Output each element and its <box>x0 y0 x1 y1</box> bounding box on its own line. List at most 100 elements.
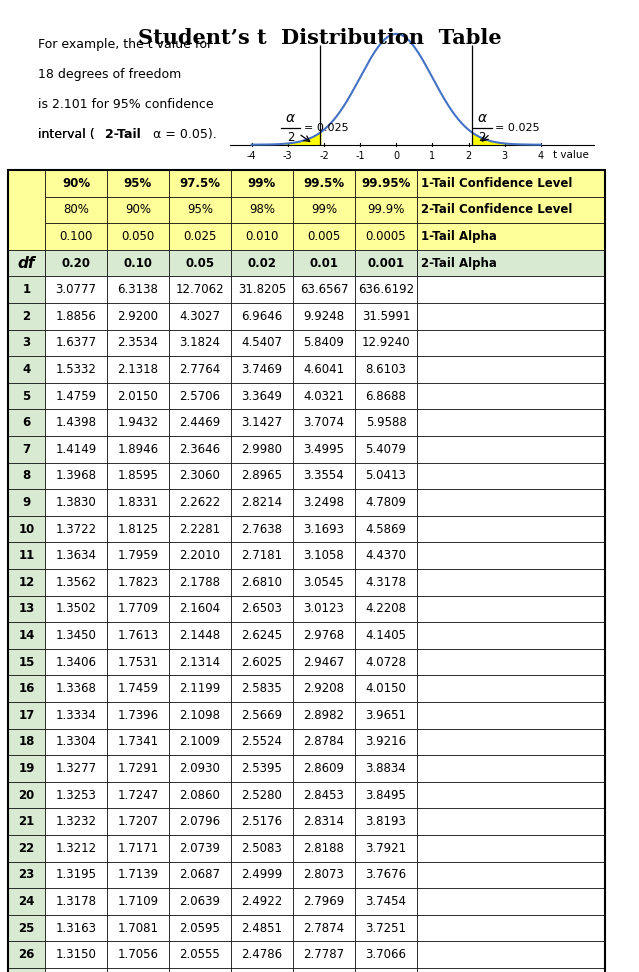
Text: 1.7291: 1.7291 <box>118 762 158 775</box>
Text: 3.4995: 3.4995 <box>304 443 344 456</box>
Text: 1.7109: 1.7109 <box>118 895 158 908</box>
Text: 1.3232: 1.3232 <box>56 816 96 828</box>
Text: 1.8595: 1.8595 <box>118 469 158 482</box>
Text: 1.8946: 1.8946 <box>118 443 158 456</box>
Text: 2.0595: 2.0595 <box>180 921 220 935</box>
Text: 5: 5 <box>22 390 31 402</box>
Text: -4: -4 <box>247 151 256 160</box>
Text: 95%: 95% <box>187 203 213 217</box>
Text: = 0.025: = 0.025 <box>495 123 539 133</box>
Text: 2.8453: 2.8453 <box>304 788 344 802</box>
Text: 3.7454: 3.7454 <box>366 895 406 908</box>
Text: 90%: 90% <box>62 177 90 190</box>
Text: 0.025: 0.025 <box>183 230 217 243</box>
Text: 2.8609: 2.8609 <box>304 762 344 775</box>
Text: 2.5280: 2.5280 <box>242 788 282 802</box>
Text: 22: 22 <box>19 842 35 854</box>
Text: 2-Tail Confidence Level: 2-Tail Confidence Level <box>421 203 572 217</box>
Text: 14: 14 <box>19 629 35 642</box>
Text: 2: 2 <box>287 131 295 145</box>
Text: 6: 6 <box>22 416 31 430</box>
Text: 0.10: 0.10 <box>123 257 153 269</box>
Text: 2.4851: 2.4851 <box>242 921 282 935</box>
Text: 3.7921: 3.7921 <box>366 842 406 854</box>
Text: 2: 2 <box>479 131 486 145</box>
Text: 1.3968: 1.3968 <box>56 469 96 482</box>
Text: 3.7251: 3.7251 <box>366 921 406 935</box>
Text: 11: 11 <box>19 549 35 562</box>
Text: 1.5332: 1.5332 <box>56 363 96 376</box>
Text: 3.7074: 3.7074 <box>304 416 344 430</box>
Text: 1-Tail Alpha: 1-Tail Alpha <box>421 230 497 243</box>
Text: 1.7081: 1.7081 <box>118 921 158 935</box>
Text: 3.0777: 3.0777 <box>56 283 96 296</box>
Text: 1.7139: 1.7139 <box>118 868 158 882</box>
Text: 10: 10 <box>19 523 35 536</box>
Text: 0.001: 0.001 <box>367 257 404 269</box>
Text: 2.0739: 2.0739 <box>180 842 220 854</box>
Text: 99%: 99% <box>248 177 276 190</box>
Text: 1.8856: 1.8856 <box>56 310 96 323</box>
Text: 2.1318: 2.1318 <box>118 363 158 376</box>
Text: 2.8214: 2.8214 <box>242 496 282 509</box>
Text: 1.3830: 1.3830 <box>56 496 96 509</box>
Text: 18: 18 <box>19 736 35 748</box>
Text: 2: 2 <box>22 310 31 323</box>
Text: 3.9651: 3.9651 <box>366 709 406 722</box>
Text: is 2.101 for 95% confidence: is 2.101 for 95% confidence <box>38 98 213 111</box>
Text: 2.7969: 2.7969 <box>304 895 344 908</box>
Text: 5.9588: 5.9588 <box>366 416 406 430</box>
Text: 3.1058: 3.1058 <box>304 549 344 562</box>
Text: 2.9208: 2.9208 <box>304 682 344 695</box>
Text: 1.4759: 1.4759 <box>56 390 96 402</box>
Text: 1.3195: 1.3195 <box>56 868 96 882</box>
Text: 6.9646: 6.9646 <box>242 310 282 323</box>
Text: = 0.025: = 0.025 <box>304 123 349 133</box>
Text: 1.3304: 1.3304 <box>56 736 96 748</box>
Text: 31.8205: 31.8205 <box>238 283 286 296</box>
Text: 1.3334: 1.3334 <box>56 709 96 722</box>
Text: 3.8495: 3.8495 <box>366 788 406 802</box>
Text: 2.2281: 2.2281 <box>180 523 220 536</box>
Text: 1.7709: 1.7709 <box>118 603 158 615</box>
Text: 2.8188: 2.8188 <box>304 842 344 854</box>
Text: 3.1693: 3.1693 <box>304 523 344 536</box>
Text: 1: 1 <box>429 151 435 160</box>
Text: 4.5869: 4.5869 <box>366 523 406 536</box>
Text: 98%: 98% <box>249 203 275 217</box>
Text: 2.0150: 2.0150 <box>118 390 158 402</box>
Text: 2.7874: 2.7874 <box>304 921 344 935</box>
Text: 23: 23 <box>19 868 35 882</box>
Text: interval (: interval ( <box>38 128 95 141</box>
Text: 2.8073: 2.8073 <box>304 868 344 882</box>
Text: 1.3150: 1.3150 <box>56 949 96 961</box>
Text: -1: -1 <box>355 151 365 160</box>
Text: 1.3212: 1.3212 <box>56 842 96 854</box>
Text: 8: 8 <box>22 469 31 482</box>
Text: 2.9768: 2.9768 <box>304 629 344 642</box>
Text: 2.0860: 2.0860 <box>180 788 220 802</box>
Text: 2.2010: 2.2010 <box>180 549 220 562</box>
Text: 24: 24 <box>19 895 35 908</box>
Text: 3.1824: 3.1824 <box>180 336 220 349</box>
Text: 9.9248: 9.9248 <box>304 310 344 323</box>
Text: 1.7531: 1.7531 <box>118 655 158 669</box>
Text: 1.9432: 1.9432 <box>118 416 158 430</box>
Text: 99%: 99% <box>311 203 337 217</box>
Text: 3.0123: 3.0123 <box>304 603 344 615</box>
Text: 2.8314: 2.8314 <box>304 816 344 828</box>
Text: 2.7787: 2.7787 <box>304 949 344 961</box>
Text: 4.0321: 4.0321 <box>304 390 344 402</box>
Text: 95%: 95% <box>124 177 152 190</box>
Text: 19: 19 <box>19 762 35 775</box>
Text: 2.8784: 2.8784 <box>304 736 344 748</box>
Text: For example, the t value for: For example, the t value for <box>38 38 212 51</box>
Text: interval (: interval ( <box>38 128 95 141</box>
Text: 2.1448: 2.1448 <box>180 629 220 642</box>
Text: 6.3138: 6.3138 <box>118 283 158 296</box>
Text: 2.5706: 2.5706 <box>180 390 220 402</box>
Text: 4: 4 <box>538 151 544 160</box>
Text: 2.3534: 2.3534 <box>118 336 158 349</box>
Text: 1.4398: 1.4398 <box>56 416 96 430</box>
Text: 0.010: 0.010 <box>245 230 279 243</box>
